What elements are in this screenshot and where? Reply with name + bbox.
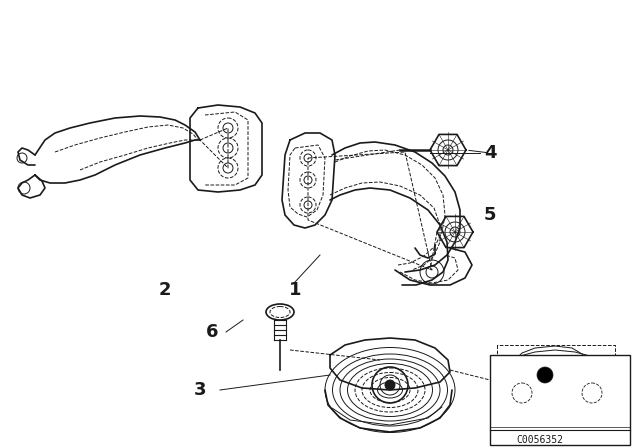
Circle shape: [385, 380, 395, 390]
Text: 2: 2: [159, 281, 172, 299]
Text: 5: 5: [484, 206, 496, 224]
Bar: [490, 355, 630, 445]
Text: 4: 4: [484, 144, 496, 162]
Text: 3: 3: [194, 381, 206, 399]
Text: 6: 6: [205, 323, 218, 341]
Text: C0056352: C0056352: [516, 435, 563, 445]
Circle shape: [537, 367, 553, 383]
Text: 1: 1: [289, 281, 301, 299]
